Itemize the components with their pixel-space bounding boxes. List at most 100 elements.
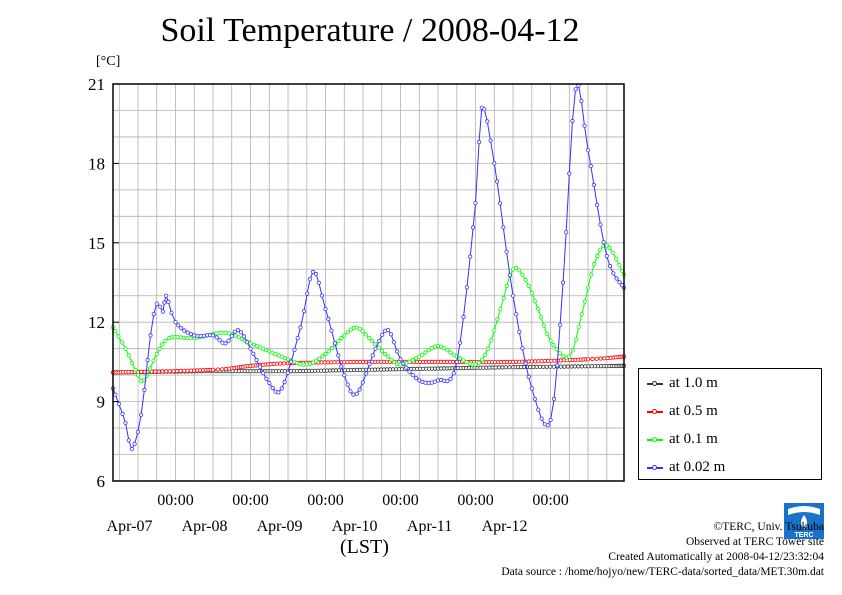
data-point (319, 293, 325, 298)
data-point (485, 346, 491, 351)
data-point (529, 359, 535, 364)
data-point (517, 329, 522, 334)
data-point (492, 161, 497, 166)
data-point (461, 314, 466, 320)
data-point (582, 123, 587, 128)
legend-swatch (647, 380, 663, 386)
data-point (489, 338, 494, 343)
data-point (278, 361, 283, 366)
data-point (116, 334, 121, 339)
data-point (364, 371, 369, 376)
data-point (570, 348, 576, 353)
data-point (276, 390, 281, 395)
data-point (326, 349, 331, 354)
data-point (113, 392, 118, 397)
data-point (360, 380, 365, 385)
data-point (148, 366, 153, 371)
data-point (488, 138, 493, 143)
data-point (383, 351, 388, 357)
data-point (426, 348, 431, 353)
data-point (514, 265, 519, 270)
x-axis-label: (LST) (340, 536, 389, 558)
data-point (169, 310, 174, 315)
data-point (564, 230, 569, 235)
data-point (188, 331, 194, 337)
data-point (301, 308, 307, 314)
data-point (579, 364, 584, 369)
data-point (379, 348, 385, 353)
data-point (369, 338, 375, 343)
data-point (254, 357, 259, 363)
data-point (342, 333, 347, 338)
data-point (523, 277, 528, 282)
data-point (235, 327, 241, 333)
data-point (336, 353, 341, 358)
data-point (210, 333, 216, 338)
data-point (214, 335, 219, 340)
data-point (385, 327, 391, 333)
data-point (153, 369, 158, 374)
data-point (332, 341, 337, 346)
legend-label: at 1.0 m (669, 375, 718, 391)
data-point (313, 358, 319, 363)
data-point (482, 352, 488, 357)
data-point (351, 392, 356, 397)
data-point (398, 357, 403, 362)
data-point (174, 368, 180, 374)
data-point (320, 354, 325, 359)
data-point (298, 325, 303, 330)
data-point (557, 351, 563, 356)
y-tick-label: 21 (88, 75, 105, 94)
series-at-0-02-m (110, 83, 627, 452)
y-tick-label: 15 (88, 234, 105, 253)
data-point (388, 332, 394, 337)
data-point (542, 358, 548, 364)
grid (113, 83, 624, 482)
data-point (602, 356, 607, 361)
data-point (476, 360, 482, 365)
data-point (614, 276, 619, 281)
data-point (594, 202, 600, 207)
data-point (480, 357, 485, 362)
data-point (139, 369, 144, 374)
data-point (604, 243, 609, 248)
data-point (120, 340, 125, 345)
data-point (370, 353, 375, 358)
data-point (591, 182, 597, 187)
data-point (573, 337, 579, 342)
data-point (142, 387, 147, 392)
data-point (548, 417, 553, 423)
data-point (135, 429, 140, 434)
data-point (517, 268, 522, 273)
data-point (448, 377, 453, 382)
data-point (185, 368, 190, 373)
data-point (562, 364, 567, 369)
data-point (410, 357, 415, 363)
data-point (145, 357, 150, 363)
data-point (579, 312, 584, 317)
x-date-label: Apr-09 (257, 518, 303, 535)
series-at-0-5-m (110, 354, 627, 375)
data-point (485, 119, 490, 124)
legend-item-0-1m: at 0.1 m (647, 429, 718, 449)
data-point (223, 366, 228, 372)
data-point (500, 365, 505, 370)
data-point (160, 342, 165, 347)
data-point (285, 370, 290, 375)
data-point (567, 354, 572, 359)
data-point (264, 376, 269, 381)
data-point (457, 356, 463, 361)
data-point (120, 411, 125, 416)
data-point (567, 171, 572, 176)
footer-data-source: Data source : /home/hojyo/new/TERC-data/… (501, 566, 824, 578)
data-point (329, 345, 335, 351)
y-tick-label: 12 (88, 313, 105, 332)
data-point (295, 335, 300, 341)
data-point (464, 285, 469, 290)
series-layer (110, 83, 627, 452)
data-point (534, 364, 539, 369)
data-point (157, 346, 162, 351)
terc-logo-icon: TERC (784, 503, 824, 539)
x-tick-label: 00:00 (382, 492, 418, 509)
data-point (507, 272, 512, 278)
